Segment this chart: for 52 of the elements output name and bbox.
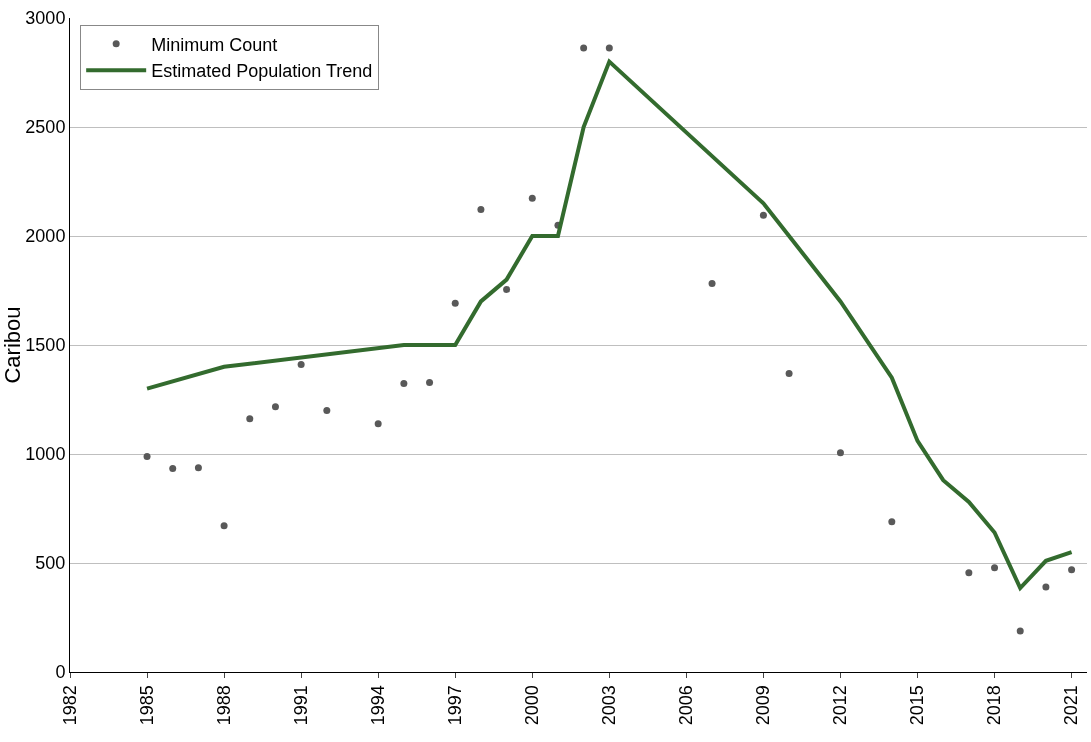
x-tick-label: 2018	[984, 685, 1005, 726]
x-tick-label: 1997	[445, 685, 466, 726]
y-axis-title: Caribou	[0, 306, 25, 384]
point	[297, 361, 305, 369]
y-tick-label: 2000	[25, 226, 66, 247]
x-tick-label: 2006	[676, 685, 697, 726]
point	[323, 407, 331, 415]
point	[220, 522, 228, 530]
point	[965, 569, 973, 577]
x-tick-label: 2012	[830, 685, 851, 726]
point	[580, 44, 588, 52]
y-tick-label: 3000	[25, 8, 66, 29]
point	[400, 380, 408, 388]
point	[785, 370, 793, 378]
point	[503, 285, 511, 293]
point	[426, 379, 434, 386]
x-tick-label: 1994	[368, 685, 389, 726]
x-tick-label: 2015	[907, 685, 928, 726]
point	[759, 211, 767, 219]
point	[194, 464, 202, 472]
point	[888, 518, 896, 526]
point	[477, 205, 485, 213]
point	[1042, 583, 1050, 591]
point	[991, 564, 999, 572]
point	[246, 415, 254, 423]
point	[271, 403, 279, 411]
y-tick-label: 500	[35, 553, 66, 574]
point	[1068, 566, 1076, 574]
point	[374, 420, 382, 428]
point	[708, 280, 716, 288]
point	[143, 453, 151, 461]
y-tick-label: 0	[55, 662, 66, 683]
point	[1016, 627, 1024, 635]
y-tick-label: 2500	[25, 117, 66, 138]
x-tick-label: 1982	[59, 685, 80, 726]
x-tick-label: 2009	[753, 685, 774, 726]
x-tick-label: 1985	[136, 685, 157, 726]
x-tick-label: 1988	[213, 685, 234, 726]
point	[836, 449, 844, 457]
y-tick-label: 1000	[25, 444, 66, 465]
legend-label: Estimated Population Trend	[151, 61, 373, 82]
x-tick-label: 2003	[599, 685, 620, 726]
point	[528, 194, 536, 202]
point	[605, 44, 613, 52]
x-tick-label: 1991	[290, 685, 311, 726]
x-tick-label: 2000	[522, 685, 543, 726]
line-series	[145, 59, 1074, 591]
point	[169, 465, 177, 473]
point	[451, 299, 459, 307]
x-tick-label: 2021	[1061, 685, 1082, 726]
legend-label: Minimum Count	[151, 34, 278, 55]
y-tick-label: 1500	[25, 335, 66, 356]
